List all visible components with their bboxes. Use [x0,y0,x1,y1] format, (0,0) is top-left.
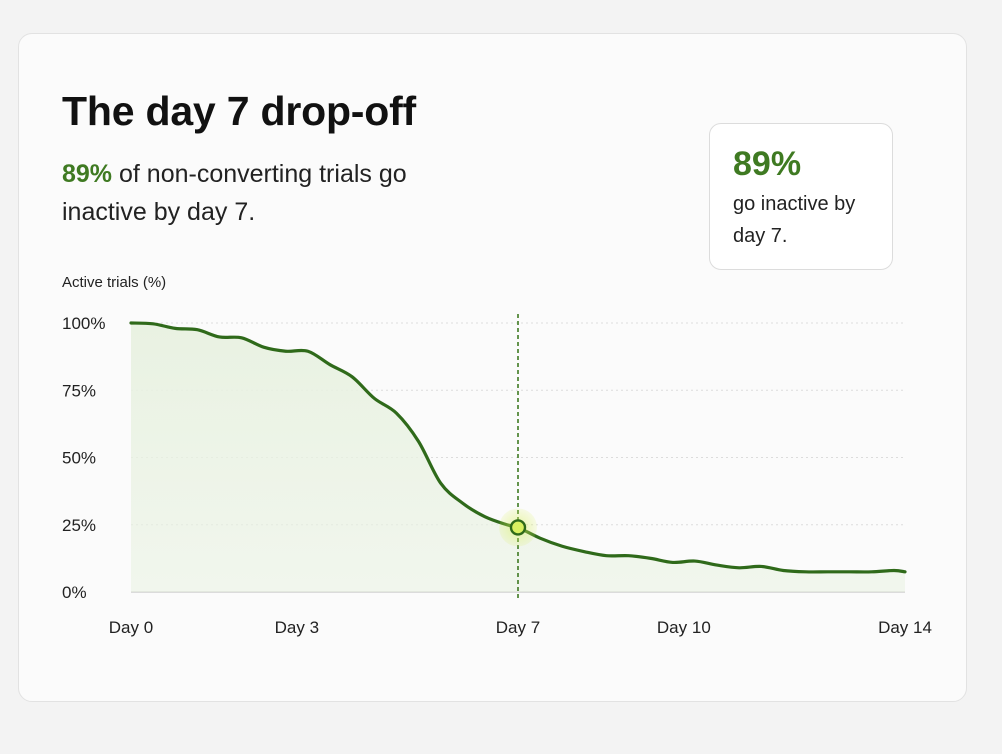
y-tick-label: 25% [62,516,96,535]
area-fill [131,323,905,592]
x-tick-label: Day 10 [657,618,711,637]
x-tick-label: Day 3 [275,618,319,637]
subtitle: 89% of non-converting trials go inactive… [62,155,442,231]
y-tick-label: 50% [62,449,96,468]
x-tick-label: Day 7 [496,618,540,637]
y-tick-label: 75% [62,381,96,400]
stat-value: 89% [733,145,802,183]
highlight-point [509,519,527,536]
y-tick-label: 0% [62,583,87,602]
y-axis-label: Active trials (%) [62,274,167,291]
subtitle-text: of non-converting trials go inactive by … [62,160,407,226]
page-title: The day 7 drop-off [62,88,417,134]
x-tick-label: Day 14 [878,618,932,637]
stat-label: go inactive by day 7. [733,193,856,247]
x-tick-label: Day 0 [109,618,153,637]
y-tick-label: 100% [62,314,105,333]
stat-callout: 89% go inactive by day 7. [709,123,893,270]
subtitle-highlight: 89% [62,160,113,188]
